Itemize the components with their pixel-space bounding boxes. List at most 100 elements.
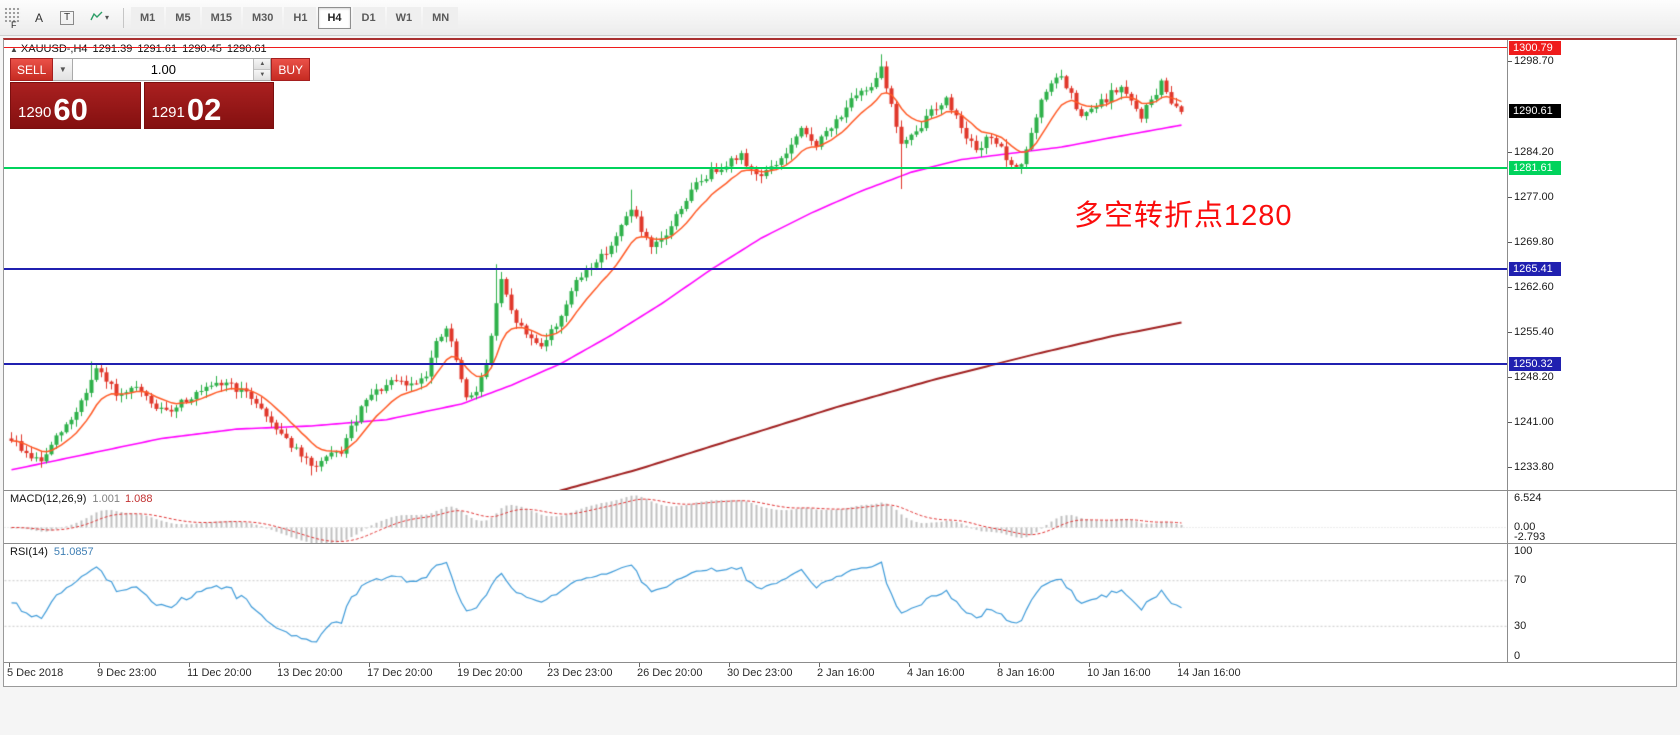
time-axis-tick	[9, 663, 10, 667]
one-click-dropdown-button[interactable]: ▼	[53, 58, 74, 81]
sell-button[interactable]: SELL	[10, 58, 54, 81]
pane-separator[interactable]	[4, 490, 1676, 491]
macd-name: MACD(12,26,9)	[10, 493, 87, 505]
rsi-name: RSI(14)	[10, 546, 48, 558]
time-axis-tick	[909, 663, 910, 667]
time-axis-label: 2 Jan 16:00	[817, 667, 875, 679]
price-axis-dash	[1508, 422, 1512, 423]
toolbar-separator	[123, 7, 125, 28]
rsi-value: 51.0857	[53, 546, 94, 558]
price-axis-tick: 1233.80	[1514, 461, 1554, 474]
bid-price-pips: 60	[53, 91, 88, 127]
time-axis-tick	[369, 663, 370, 667]
macd-scale-min: -2.793	[1514, 531, 1546, 543]
time-axis-label: 8 Jan 16:00	[997, 667, 1055, 679]
price-level-line-1281.61[interactable]	[4, 166, 1507, 169]
time-axis-tick	[459, 663, 460, 667]
volume-up-button[interactable]: ▲	[254, 59, 271, 70]
time-axis-tick	[819, 663, 820, 667]
time-axis-tick	[1179, 663, 1180, 667]
chart-window: ▲ XAUUSD-,H4 1291.39 1291.61 1290.45 1290.61 …	[3, 38, 1677, 687]
rsi-scale-70: 70	[1514, 574, 1527, 587]
rsi-scale-0: 0	[1514, 650, 1521, 662]
time-axis-label: 10 Jan 16:00	[1087, 667, 1151, 679]
timeframe-button-h1[interactable]: H1	[284, 6, 317, 29]
ask-price-panel[interactable]: 1291 02	[143, 82, 274, 129]
timeframe-group: M1 M5 M15 M30 H1 H4 D1 W1 MN	[130, 6, 459, 29]
price-axis-dash	[1508, 152, 1512, 153]
time-axis-tick	[99, 663, 100, 667]
pane-separator[interactable]	[4, 543, 1676, 544]
time-axis-label: 30 Dec 23:00	[727, 667, 793, 679]
volume-input[interactable]	[73, 59, 254, 80]
one-click-trading-panel: SELL ▼ ▲ ▼ BUY 1290 60 1291 02	[10, 58, 311, 129]
time-axis-label: 9 Dec 23:00	[97, 667, 157, 679]
timeframe-button-m15[interactable]: M15	[201, 6, 241, 29]
line-studies-button[interactable]: ▾	[83, 7, 116, 29]
rsi-label: RSI(14) 51.0857	[10, 546, 94, 558]
timeframe-button-m30[interactable]: M30	[242, 6, 283, 29]
buy-button[interactable]: BUY	[271, 58, 311, 81]
bar-high-value: 1291.61	[137, 43, 178, 55]
time-axis-label: 4 Jan 16:00	[907, 667, 965, 679]
price-axis-tick: 1298.70	[1514, 54, 1554, 67]
bid-price-panel[interactable]: 1290 60	[10, 82, 141, 129]
price-axis-tick: 1248.20	[1514, 371, 1554, 384]
timeframe-button-h4[interactable]: H4	[318, 6, 351, 29]
text-tool-button[interactable]: T	[53, 7, 81, 29]
price-badge-1300.79: 1300.79	[1509, 40, 1561, 55]
rsi-scale-100: 100	[1514, 545, 1533, 557]
chart-ohlc-header: ▲ XAUUSD-,H4 1291.39 1291.61 1290.45 1290.61	[10, 43, 272, 55]
time-axis-label: 19 Dec 20:00	[457, 667, 523, 679]
rsi-scale-30: 30	[1514, 619, 1527, 632]
bar-low-value: 1290.45	[182, 43, 222, 55]
price-badge-1281.61: 1281.61	[1509, 160, 1561, 175]
macd-label: MACD(12,26,9) 1.001 1.088	[10, 493, 152, 505]
time-axis-label: 17 Dec 20:00	[367, 667, 433, 679]
price-badge-1290.61: 1290.61	[1509, 104, 1561, 119]
timeframe-button-m5[interactable]: M5	[166, 6, 200, 29]
volume-down-button[interactable]: ▼	[254, 70, 271, 80]
time-axis-tick	[1089, 663, 1090, 667]
price-level-line-1250.32[interactable]	[4, 362, 1507, 365]
price-axis-line[interactable]	[1507, 40, 1508, 663]
price-axis-tick: 1262.60	[1514, 280, 1554, 293]
timeframe-button-w1[interactable]: W1	[386, 6, 422, 29]
price-axis-tick: 1255.40	[1514, 326, 1554, 339]
price-axis-dash	[1508, 332, 1512, 333]
price-axis-dash	[1508, 242, 1512, 243]
price-axis-dash	[1508, 61, 1512, 62]
time-axis-label: 23 Dec 23:00	[547, 667, 613, 679]
price-level-line-1300.79[interactable]	[4, 47, 1507, 49]
time-axis-label: 14 Jan 16:00	[1177, 667, 1241, 679]
time-axis-tick	[549, 663, 550, 667]
timeframe-button-d1[interactable]: D1	[352, 6, 385, 29]
toolbar-grip[interactable]	[4, 7, 21, 22]
price-level-line-1265.41[interactable]	[4, 268, 1507, 271]
bar-open-value: 1291.39	[92, 43, 133, 55]
bid-price-main: 1290	[18, 104, 52, 121]
volume-box: ▲ ▼	[73, 58, 272, 81]
ask-price-pips: 02	[186, 91, 222, 127]
price-axis-dash	[1508, 287, 1512, 288]
chart-text-annotation[interactable]: 多空转折点1280	[1074, 200, 1293, 232]
volume-stepper: ▲ ▼	[253, 59, 271, 80]
time-axis-label: 5 Dec 2018	[7, 667, 64, 679]
cursor-tool-label: A	[34, 10, 43, 25]
price-badge-1250.32: 1250.32	[1509, 356, 1561, 371]
chevron-down-icon: ▼	[58, 65, 67, 74]
macd-indicator-canvas[interactable]	[4, 491, 1507, 543]
toolbar-f-label: F	[11, 20, 17, 30]
rsi-indicator-canvas[interactable]	[4, 544, 1507, 662]
macd-scale-max: 6.524	[1514, 492, 1542, 504]
timeframe-button-mn[interactable]: MN	[423, 6, 459, 29]
cursor-tool-button[interactable]: A	[27, 7, 51, 29]
symbol-timeframe-label: XAUUSD-,H4	[20, 43, 88, 55]
ask-price-main: 1291	[151, 104, 185, 121]
time-axis-label: 13 Dec 20:00	[277, 667, 343, 679]
price-axis-dash	[1508, 377, 1512, 378]
price-axis-tick: 1241.00	[1514, 416, 1554, 429]
pane-separator[interactable]	[4, 662, 1676, 663]
macd-main-value: 1.001	[92, 493, 120, 505]
timeframe-button-m1[interactable]: M1	[131, 6, 165, 29]
